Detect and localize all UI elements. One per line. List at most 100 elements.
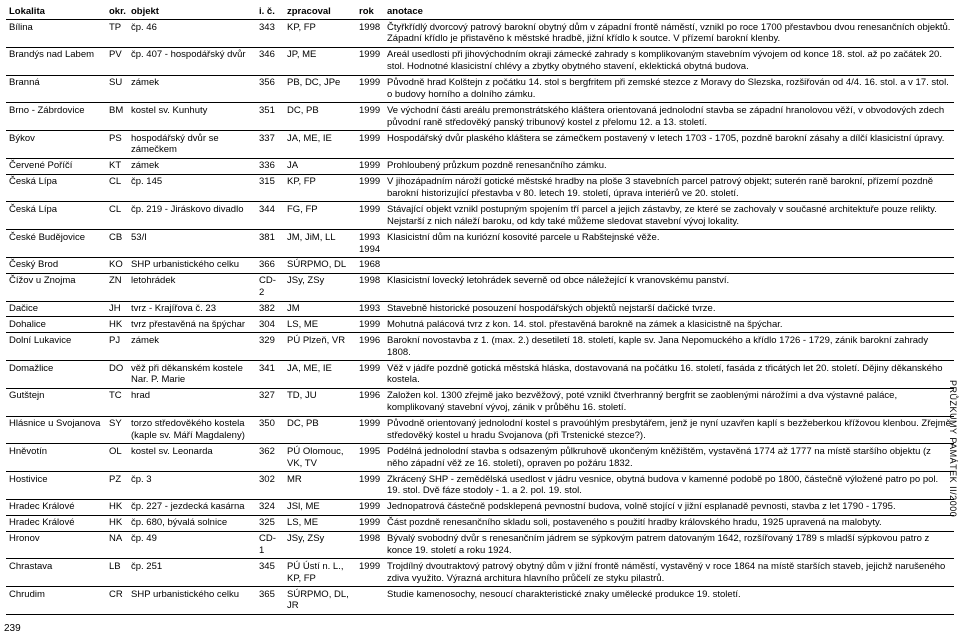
cell-zprac: KP, FP bbox=[284, 174, 356, 202]
cell-zprac: FG, FP bbox=[284, 202, 356, 230]
cell-lokalita: Brandýs nad Labem bbox=[6, 47, 106, 75]
cell-ic: 382 bbox=[256, 301, 284, 317]
cell-ic: 324 bbox=[256, 499, 284, 515]
cell-lokalita: Hlásnice u Svojanova bbox=[6, 416, 106, 444]
cell-lokalita: Červené Poříčí bbox=[6, 158, 106, 174]
cell-rok: 1998 bbox=[356, 273, 384, 301]
cell-rok: 1999 bbox=[356, 317, 384, 333]
cell-lokalita: Chrudim bbox=[6, 587, 106, 615]
cell-objekt: čp. 3 bbox=[128, 472, 256, 500]
cell-ic: 304 bbox=[256, 317, 284, 333]
cell-rok: 1999 bbox=[356, 47, 384, 75]
cell-okr: BM bbox=[106, 103, 128, 131]
cell-zprac: JA, ME, IE bbox=[284, 131, 356, 159]
table-row: Hradec KrálovéHKčp. 680, bývalá solnice3… bbox=[6, 515, 954, 531]
cell-ic: 315 bbox=[256, 174, 284, 202]
cell-ic: CD-2 bbox=[256, 273, 284, 301]
cell-objekt: letohrádek bbox=[128, 273, 256, 301]
table-row: ChrastavaLBčp. 251345PÚ Ústí n. L., KP, … bbox=[6, 559, 954, 587]
cell-okr: LB bbox=[106, 559, 128, 587]
cell-anot: Barokní novostavba z 1. (max. 2.) deseti… bbox=[384, 333, 954, 361]
cell-anot: Studie kamenosochy, nesoucí charakterist… bbox=[384, 587, 954, 615]
cell-ic: 302 bbox=[256, 472, 284, 500]
table-row: BrannáSUzámek356PB, DC, JPe1999Původně h… bbox=[6, 75, 954, 103]
table-row: GutštejnTChrad327TD, JU1996Založen kol. … bbox=[6, 388, 954, 416]
table-row: HostivicePZčp. 3302MR1999Zkrácený SHP - … bbox=[6, 472, 954, 500]
cell-zprac: JA bbox=[284, 158, 356, 174]
cell-objekt: hrad bbox=[128, 388, 256, 416]
cell-objekt: zámek bbox=[128, 75, 256, 103]
cell-zprac: PÚ Olomouc, VK, TV bbox=[284, 444, 356, 472]
table-body: BílinaTPčp. 46343KP, FP1998Čtyřkřídlý dv… bbox=[6, 20, 954, 615]
side-label: PRŮZKUMY PAMÁTEK II/2000 bbox=[948, 380, 958, 517]
col-objekt: objekt bbox=[128, 4, 256, 20]
cell-objekt: čp. 46 bbox=[128, 20, 256, 48]
cell-lokalita: Hradec Králové bbox=[6, 515, 106, 531]
col-rok: rok bbox=[356, 4, 384, 20]
cell-okr: JH bbox=[106, 301, 128, 317]
cell-objekt: kostel sv. Kunhuty bbox=[128, 103, 256, 131]
cell-anot: Původně hrad Kolštejn z počátku 14. stol… bbox=[384, 75, 954, 103]
cell-rok: 1999 bbox=[356, 472, 384, 500]
cell-okr: HK bbox=[106, 499, 128, 515]
cell-rok: 1999 bbox=[356, 515, 384, 531]
cell-ic: 325 bbox=[256, 515, 284, 531]
cell-okr: TP bbox=[106, 20, 128, 48]
cell-rok: 1999 bbox=[356, 131, 384, 159]
cell-rok: 1999 bbox=[356, 416, 384, 444]
cell-okr: PV bbox=[106, 47, 128, 75]
cell-ic: 345 bbox=[256, 559, 284, 587]
cell-ic: 346 bbox=[256, 47, 284, 75]
cell-okr: ZN bbox=[106, 273, 128, 301]
cell-zprac: JM bbox=[284, 301, 356, 317]
cell-okr: HK bbox=[106, 515, 128, 531]
table-row: Hlásnice u SvojanovaSYtorzo středověkého… bbox=[6, 416, 954, 444]
cell-rok: 1998 bbox=[356, 531, 384, 559]
cell-zprac: MR bbox=[284, 472, 356, 500]
cell-okr: PJ bbox=[106, 333, 128, 361]
cell-zprac: JSy, ZSy bbox=[284, 531, 356, 559]
table-row: Česká LípaCLčp. 145315KP, FP1999V jihozá… bbox=[6, 174, 954, 202]
cell-lokalita: Domažlice bbox=[6, 361, 106, 389]
cell-anot: Areál usedlosti při jihovýchodním okraji… bbox=[384, 47, 954, 75]
cell-lokalita: Česká Lípa bbox=[6, 174, 106, 202]
cell-rok: 1999 bbox=[356, 499, 384, 515]
table-row: Červené PoříčíKTzámek336JA1999Prohlouben… bbox=[6, 158, 954, 174]
cell-ic: 356 bbox=[256, 75, 284, 103]
table-row: Brandýs nad LabemPVčp. 407 - hospodářský… bbox=[6, 47, 954, 75]
cell-lokalita: Hradec Králové bbox=[6, 499, 106, 515]
data-table: Lokalita okr. objekt i. č. zpracoval rok… bbox=[6, 4, 954, 615]
cell-zprac: DC, PB bbox=[284, 103, 356, 131]
table-row: Hradec KrálovéHKčp. 227 - jezdecká kasár… bbox=[6, 499, 954, 515]
cell-okr: CB bbox=[106, 230, 128, 258]
cell-lokalita: Dohalice bbox=[6, 317, 106, 333]
cell-rok: 1998 bbox=[356, 20, 384, 48]
cell-objekt: 53/I bbox=[128, 230, 256, 258]
table-row: České BudějoviceCB53/I381JM, JiM, LL1993… bbox=[6, 230, 954, 258]
cell-anot: Bývalý svobodný dvůr s renesančním jádre… bbox=[384, 531, 954, 559]
table-row: Český BrodKOSHP urbanistického celku366S… bbox=[6, 257, 954, 273]
cell-anot: Mohutná palácová tvrz z kon. 14. stol. p… bbox=[384, 317, 954, 333]
cell-ic: 344 bbox=[256, 202, 284, 230]
cell-okr: SY bbox=[106, 416, 128, 444]
cell-objekt: zámek bbox=[128, 333, 256, 361]
cell-okr: HK bbox=[106, 317, 128, 333]
cell-zprac: LS, ME bbox=[284, 515, 356, 531]
cell-okr: NA bbox=[106, 531, 128, 559]
cell-okr: OL bbox=[106, 444, 128, 472]
cell-anot: Čtyřkřídlý dvorcový patrový barokní obyt… bbox=[384, 20, 954, 48]
cell-lokalita: Brno - Zábrdovice bbox=[6, 103, 106, 131]
cell-zprac: KP, FP bbox=[284, 20, 356, 48]
cell-rok: 1999 bbox=[356, 361, 384, 389]
header-row: Lokalita okr. objekt i. č. zpracoval rok… bbox=[6, 4, 954, 20]
cell-rok: 1993 bbox=[356, 301, 384, 317]
table-row: ChrudimCRSHP urbanistického celku365SÚRP… bbox=[6, 587, 954, 615]
cell-anot: Trojdílný dvoutraktový patrový obytný dů… bbox=[384, 559, 954, 587]
cell-objekt: hospodářský dvůr se zámečkem bbox=[128, 131, 256, 159]
table-row: BílinaTPčp. 46343KP, FP1998Čtyřkřídlý dv… bbox=[6, 20, 954, 48]
cell-okr: PS bbox=[106, 131, 128, 159]
cell-ic: 350 bbox=[256, 416, 284, 444]
cell-anot: V jihozápadním nároží gotické městské hr… bbox=[384, 174, 954, 202]
cell-ic: 337 bbox=[256, 131, 284, 159]
cell-ic: 381 bbox=[256, 230, 284, 258]
